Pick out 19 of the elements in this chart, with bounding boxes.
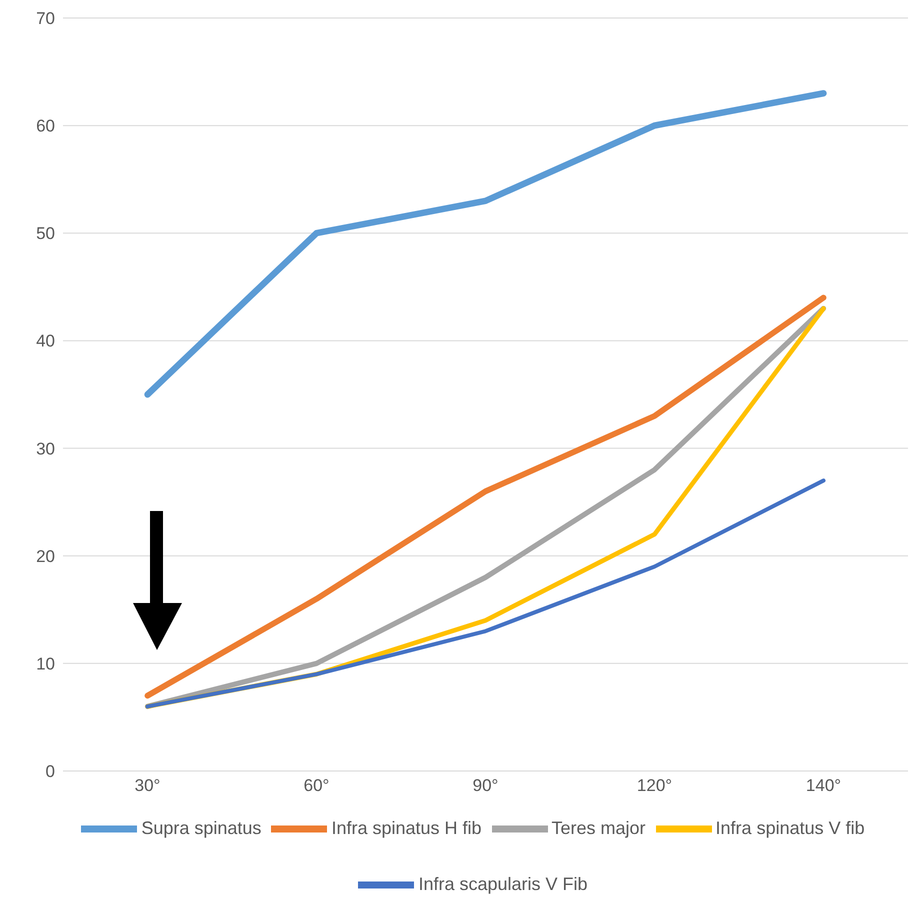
y-tick-label: 70 xyxy=(36,9,55,28)
legend-label: Infra spinatus H fib xyxy=(331,818,482,838)
y-tick-label: 30 xyxy=(36,439,55,458)
x-tick-label: 120° xyxy=(636,776,672,796)
x-tick-label: 140° xyxy=(806,776,842,796)
line-series xyxy=(146,478,826,708)
x-tick-label: 30° xyxy=(134,776,160,796)
y-tick-label: 10 xyxy=(36,654,55,674)
y-tick-label: 0 xyxy=(46,762,55,782)
legend-label: Teres major xyxy=(552,818,646,838)
x-tick-label: 60° xyxy=(304,776,330,796)
legend-label: Infra spinatus V fib xyxy=(716,818,865,838)
legend-label: Supra spinatus xyxy=(141,818,262,838)
y-tick-label: 20 xyxy=(36,546,55,566)
y-tick-label: 40 xyxy=(36,332,55,351)
legend-label: Infra scapularis V Fib xyxy=(418,874,588,894)
x-tick-label: 90° xyxy=(472,776,498,796)
y-tick-label: 50 xyxy=(36,224,55,244)
y-tick-label: 60 xyxy=(36,116,55,136)
